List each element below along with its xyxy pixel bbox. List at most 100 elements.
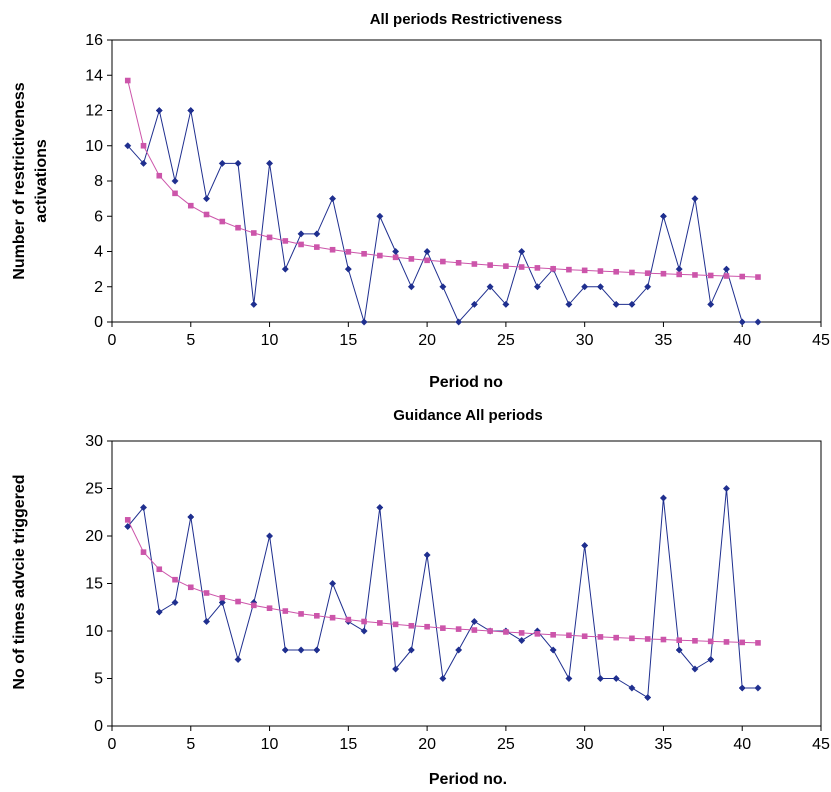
- y-tick-label: 14: [85, 67, 103, 84]
- series-0-point: [234, 655, 242, 664]
- series-1-point: [361, 618, 367, 625]
- series-1-point: [172, 576, 178, 583]
- x-tick-label: 35: [655, 736, 673, 753]
- series-1-point: [755, 640, 761, 646]
- x-tick-label: 30: [576, 332, 594, 349]
- series-1-point: [739, 639, 746, 646]
- y-tick-label: 0: [94, 718, 103, 735]
- series-1-point: [235, 224, 241, 231]
- x-tick-label: 5: [186, 736, 195, 753]
- series-1-point: [187, 202, 194, 209]
- series-1-point: [235, 598, 241, 605]
- series-0-point: [691, 195, 699, 203]
- series-1-point: [392, 254, 399, 261]
- y-tick-label: 15: [85, 576, 103, 593]
- series-0-point: [596, 283, 604, 291]
- series-1-point: [298, 241, 304, 248]
- y-tick-label: 16: [85, 32, 103, 49]
- series-0-point: [596, 674, 604, 683]
- x-tick-label: 45: [812, 736, 830, 753]
- series-0-point: [139, 503, 148, 512]
- x-tick-label: 10: [261, 332, 279, 349]
- series-0-point: [423, 551, 431, 559]
- series-0-point: [329, 195, 337, 203]
- series-1-point: [566, 632, 572, 639]
- series-1-point: [219, 594, 226, 601]
- series-0-point: [565, 674, 573, 683]
- chart-title: All periods Restrictiveness: [370, 11, 563, 28]
- series-0-point: [691, 665, 699, 673]
- series-1-point: [644, 270, 651, 276]
- x-tick-label: 40: [733, 736, 751, 753]
- series-0-point: [675, 646, 683, 654]
- series-1-point: [424, 623, 430, 630]
- series-1-point: [613, 634, 619, 641]
- series-0-point: [754, 684, 762, 692]
- x-tick-label: 45: [812, 332, 830, 349]
- series-1-point: [203, 590, 210, 596]
- series-1-point: [377, 620, 383, 626]
- series-1-point: [187, 584, 194, 591]
- series-0-point: [344, 265, 352, 273]
- y-axis-label-line2: activations: [33, 139, 50, 223]
- series-1-point: [172, 190, 178, 197]
- series-0-point: [581, 541, 589, 550]
- series-1-point: [660, 270, 667, 277]
- series-0-point: [329, 579, 337, 588]
- series-0-point: [171, 598, 179, 607]
- plot-frame: [111, 39, 822, 323]
- y-tick-label: 20: [85, 528, 103, 545]
- series-0-point: [470, 300, 478, 308]
- series-1-point: [440, 258, 446, 265]
- series-1-point: [534, 631, 541, 637]
- series-0-point: [707, 655, 715, 664]
- series-0-point: [202, 195, 211, 203]
- series-1-point: [440, 625, 446, 631]
- series-1-point: [377, 252, 383, 259]
- chart-guidance: Guidance All periods 0 5 10 15 20 25 30 0 5 10 15 2…: [11, 407, 830, 788]
- x-tick-label: 20: [418, 332, 436, 349]
- series-1-point: [613, 268, 619, 275]
- series-1-point: [124, 517, 131, 523]
- series-1-point: [266, 234, 273, 241]
- series-1-point: [408, 256, 415, 262]
- y-tick-label: 10: [85, 138, 103, 155]
- series-1-point: [455, 259, 462, 266]
- x-tick-label: 25: [497, 736, 515, 753]
- series-1-point: [361, 250, 367, 257]
- series-1-point: [676, 271, 682, 278]
- series-0-point: [281, 646, 289, 654]
- series-0-point: [470, 617, 478, 626]
- series-0-point: [250, 300, 258, 308]
- plot-area: 0 5 10 15 20 25 30 0 5 10 15 20 25 30 35 40 45: [85, 433, 830, 753]
- series-0-point: [124, 522, 132, 531]
- series-0-point: [392, 247, 400, 256]
- series-0-point: [266, 159, 274, 167]
- y-axis-label: Number of restrictiveness: [11, 82, 28, 280]
- series-0-point: [313, 230, 321, 238]
- y-tick-label: 12: [85, 103, 103, 120]
- series-1-point: [692, 637, 698, 644]
- y-tick-label: 2: [94, 279, 103, 296]
- y-tick-label: 4: [94, 244, 103, 261]
- series-1-point: [629, 635, 635, 642]
- series-0-point: [218, 598, 226, 607]
- series-0-point: [486, 283, 494, 291]
- series-1-point: [282, 608, 289, 614]
- series-1-line: [127, 519, 759, 644]
- series-0-point: [644, 283, 652, 291]
- series-0-point: [376, 212, 384, 220]
- x-axis-label: Period no.: [429, 771, 507, 788]
- series-0-point: [392, 665, 400, 673]
- series-1-point: [739, 273, 746, 280]
- series-0-point: [155, 106, 163, 115]
- series-0-point: [628, 300, 636, 308]
- series-0-point: [738, 684, 746, 692]
- x-tick-label: 35: [655, 332, 673, 349]
- series-0-point: [423, 247, 431, 256]
- y-tick-label: 25: [85, 481, 103, 498]
- series-1-point: [660, 636, 667, 643]
- series-1-line: [127, 80, 759, 278]
- x-tick-label: 0: [108, 736, 117, 753]
